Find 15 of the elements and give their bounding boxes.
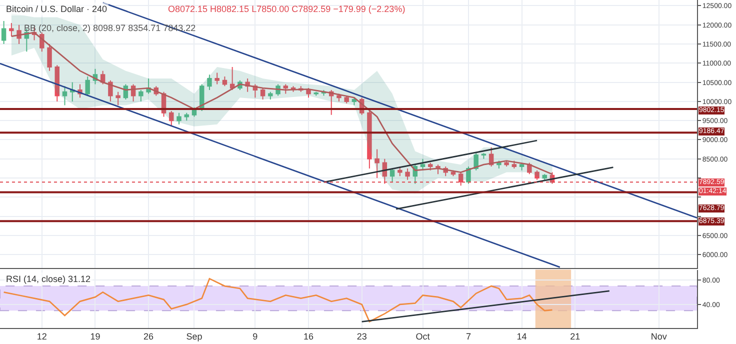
chart-title: RSI (14, close) 31.12 <box>6 274 91 284</box>
annotation: O8072.15 H8082.15 L7850.00 C7892.59 −179.99 (−2.23%) <box>168 4 406 14</box>
x-tick-label: 12 <box>36 332 47 342</box>
x-tick-label: 7 <box>466 332 471 342</box>
x-tick-label: 19 <box>90 332 100 342</box>
x-tick-label: 23 <box>356 332 367 342</box>
x-tick-label: Sep <box>186 332 202 342</box>
x-tick-label: Nov <box>650 332 668 342</box>
text: Bitcoin / U.S. Dollar · 240 <box>6 4 108 14</box>
x-tick-label: 16 <box>303 332 314 342</box>
x-tick-label: 21 <box>570 332 580 342</box>
x-tick-label: Oct <box>416 332 430 342</box>
x-tick-label: 26 <box>144 332 154 342</box>
x-tick-label: 14 <box>516 332 527 342</box>
x-tick-label: 9 <box>252 332 258 342</box>
